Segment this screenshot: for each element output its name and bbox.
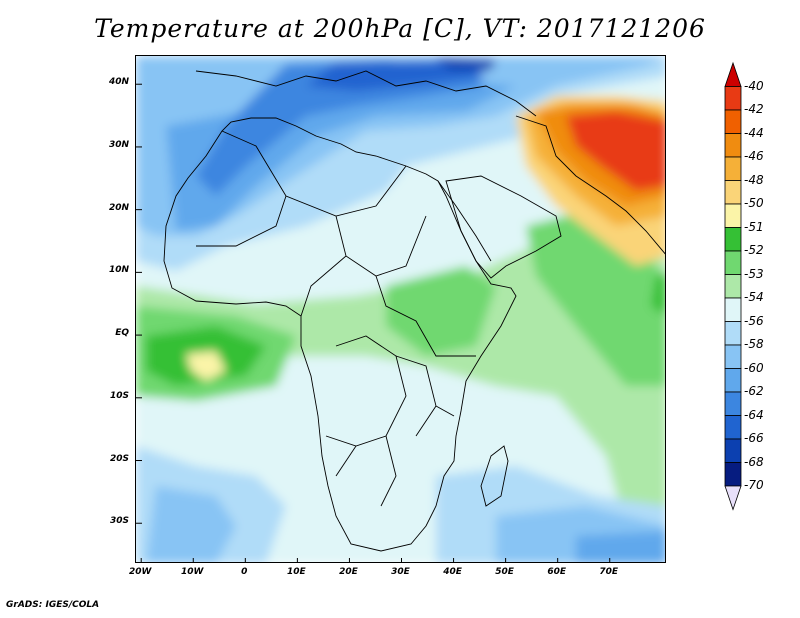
lon-tick-label: 40E (443, 567, 462, 577)
lon-tick-label: 70E (599, 567, 619, 577)
map-panel (135, 55, 666, 563)
legend-swatch (724, 368, 742, 393)
legend-level-label: -50 (744, 196, 764, 210)
lat-tick-label: 30S (109, 516, 129, 527)
lon-tick-label: 20E (339, 567, 358, 577)
legend-arrow-bottom (724, 485, 742, 511)
legend-swatch (724, 391, 742, 416)
lat-tick-label: 20N (108, 202, 129, 213)
legend-level-label: -48 (744, 172, 764, 187)
legend-level-label: -66 (744, 431, 764, 445)
lat-tick-label: 30N (108, 139, 129, 150)
lat-tick-label: 20S (109, 453, 129, 464)
color-legend (724, 61, 742, 511)
lon-tick-label: 20W (128, 567, 152, 577)
legend-swatch (724, 297, 742, 322)
lat-tick-label: 10N (108, 265, 129, 276)
lon-tick-label: 60E (547, 567, 567, 577)
lat-tick-label: 40N (108, 77, 129, 88)
legend-level-label: -53 (744, 266, 764, 281)
temperature-field (136, 56, 665, 562)
legend-swatch (724, 250, 742, 275)
legend-swatch (724, 109, 742, 134)
legend-level-label: -70 (744, 478, 764, 492)
map-overlay-ticks (136, 83, 611, 562)
legend-swatch (724, 321, 742, 346)
legend-swatch (724, 438, 742, 463)
lon-tick-label: 50E (495, 567, 514, 577)
legend-level-label: -44 (744, 125, 764, 140)
legend-level-label: -58 (744, 337, 764, 351)
legend-swatch (724, 203, 742, 228)
legend-level-label: -51 (744, 219, 764, 234)
legend-swatch (724, 274, 742, 299)
lon-tick-label: 30E (391, 567, 410, 577)
legend-swatch (724, 156, 742, 181)
legend-arrow-top (724, 61, 742, 87)
legend-swatch (724, 180, 742, 205)
legend-level-label: -56 (744, 313, 764, 328)
lon-tick-label: 10W (181, 567, 204, 577)
legend-swatch (724, 227, 742, 252)
legend-level-label: -42 (744, 102, 764, 116)
legend-level-label: -62 (744, 384, 764, 398)
legend-level-label: -60 (744, 360, 764, 375)
legend-level-label: -68 (744, 454, 764, 469)
legend-swatch (724, 344, 742, 369)
legend-level-label: -54 (744, 290, 764, 304)
coastlines (163, 70, 665, 552)
legend-level-label: -40 (744, 78, 764, 93)
legend-swatch (724, 415, 742, 440)
credit-label: GrADS: IGES/COLA (6, 600, 100, 610)
legend-swatch (724, 462, 742, 487)
legend-level-label: -52 (744, 243, 764, 257)
map-title: Temperature at 200hPa [C], VT: 201712120… (94, 14, 706, 43)
legend-swatch (724, 86, 742, 111)
lat-tick-label: 10S (109, 390, 129, 401)
lat-tick-label: EQ (115, 328, 129, 339)
legend-level-label: -64 (744, 407, 764, 422)
legend-level-label: -46 (744, 149, 764, 163)
temperature-map (136, 56, 665, 562)
lon-tick-label: 10E (287, 567, 306, 577)
legend-swatch (724, 133, 742, 158)
lon-tick-label: 0 (241, 567, 248, 577)
